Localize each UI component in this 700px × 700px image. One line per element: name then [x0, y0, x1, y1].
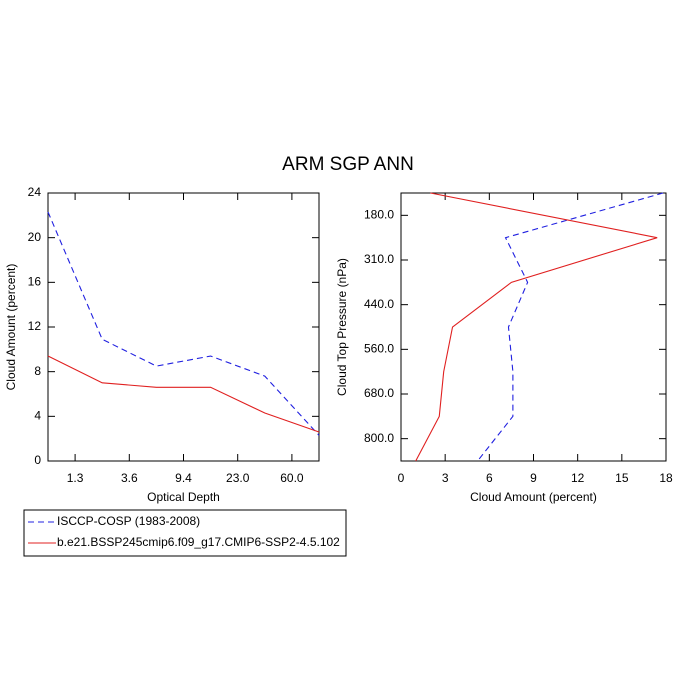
y-tick-label: 4: [34, 409, 41, 423]
x-tick-label: 9: [530, 471, 537, 485]
y-tick-label: 20: [28, 230, 42, 244]
legend-box: [23, 509, 347, 557]
y-tick-label: 12: [28, 319, 42, 333]
y-tick-label: 180.0: [364, 208, 394, 222]
y-axis-label: Cloud Top Pressure (nPa): [335, 258, 349, 396]
y-axis-label: Cloud Amount (percent): [4, 264, 18, 391]
series-line: [47, 355, 320, 433]
x-tick-label: 15: [615, 471, 629, 485]
y-tick-label: 680.0: [364, 386, 394, 400]
y-tick-label: 24: [28, 185, 42, 199]
y-tick-label: 310.0: [364, 252, 394, 266]
legend-label: ISCCP-COSP (1983-2008): [57, 514, 200, 528]
x-tick-label: 1.3: [67, 471, 84, 485]
x-axis-label: Cloud Amount (percent): [470, 490, 597, 504]
series-line: [47, 211, 320, 436]
x-tick-label: 60.0: [280, 471, 304, 485]
y-tick-label: 8: [34, 364, 41, 378]
x-tick-label: 18: [659, 471, 673, 485]
chart-title: ARM SGP ANN: [282, 154, 414, 175]
y-tick-label: 16: [28, 275, 42, 289]
y-tick-label: 440.0: [364, 297, 394, 311]
legend-label: b.e21.BSSP245cmip6.f09_g17.CMIP6-SSP2-4.…: [57, 535, 340, 549]
x-tick-label: 23.0: [226, 471, 250, 485]
y-tick-label: 800.0: [364, 431, 394, 445]
series-line: [477, 192, 664, 462]
series-line: [415, 192, 658, 462]
x-tick-label: 6: [486, 471, 493, 485]
x-tick-label: 0: [398, 471, 405, 485]
y-tick-label: 0: [34, 453, 41, 467]
x-tick-label: 3: [442, 471, 449, 485]
x-tick-label: 9.4: [175, 471, 192, 485]
plot-frame: [400, 192, 667, 462]
x-tick-label: 12: [571, 471, 585, 485]
x-axis-label: Optical Depth: [147, 490, 220, 504]
plot-frame: [47, 192, 320, 462]
y-tick-label: 560.0: [364, 342, 394, 356]
x-tick-label: 3.6: [121, 471, 138, 485]
